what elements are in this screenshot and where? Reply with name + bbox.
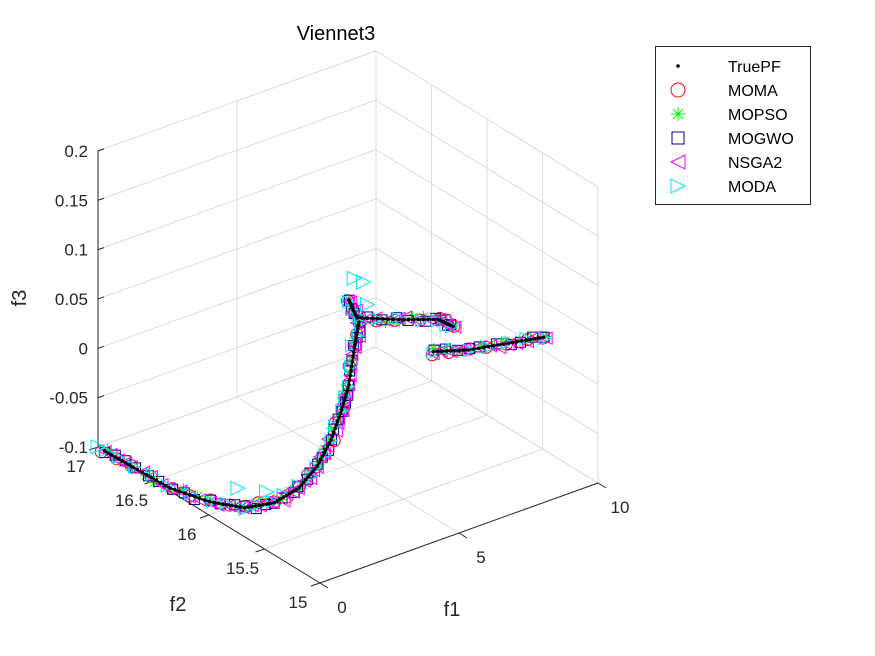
data-point-nsga2 [173,484,188,498]
z-tick-label: 0.1 [64,241,88,260]
z-tick-label: 0 [79,339,88,358]
data-point-moda [259,484,275,500]
data-point-moda [346,270,363,287]
data-point-moda [127,460,142,474]
grid-line-z [375,50,599,188]
legend-label: MODA [728,179,776,196]
data-marks [90,270,553,517]
legend: TruePF MOMA MOPSO MOGWO NSGA2 MODA [655,46,811,205]
data-point-mogwo [143,470,155,482]
data-point-nsga2 [447,320,462,334]
grid-lines [97,50,599,584]
data-point-moda [345,338,359,353]
data-point-moda [90,439,107,455]
legend-label: MOMA [728,83,778,100]
series-mopso [101,293,552,514]
legend-item-moma: MOMA [670,82,778,100]
data-point-moda [356,274,372,290]
grid-line-y [153,380,432,482]
data-point-nsga2 [144,469,158,484]
dot-marker-icon [676,64,680,68]
z-tick-label: 0.15 [55,191,88,210]
z-tick-label: 0.05 [55,290,88,309]
series-mogwo [99,294,550,515]
tick-labels: -0.1 -0.05 0 0.05 0.1 0.15 0.2 15 15.5 16 16.5 17 0 5… [49,142,629,617]
data-point-moda [415,313,429,328]
data-point-moda [265,494,280,509]
grid-line-z [97,50,377,152]
triangle-left-marker-icon [669,154,686,170]
z-tick-mark [97,197,105,201]
data-point-moda [205,495,220,509]
data-point-moda [98,444,113,458]
data-point-moda [160,479,175,493]
z-tick-label: -0.1 [59,438,88,457]
z-tick-label: 0.2 [64,142,88,161]
legend-label: NSGA2 [728,155,782,172]
grid-line-y [208,414,488,516]
series-truepf [102,298,546,510]
data-point-moda [352,309,367,324]
y-tick-mark [199,514,210,519]
grid-line-y [264,448,543,550]
data-point-nsga2 [136,465,151,479]
legend-item-moda: MODA [670,178,776,196]
legend-item-mopso: MOPSO [671,107,788,124]
z-tick-mark [97,345,105,349]
triangle-right-marker-icon [670,178,687,194]
legend-label: MOGWO [728,131,794,148]
y-axis-label: f2 [170,594,187,616]
y-tick-label: 15.5 [226,559,259,578]
data-point-moda [426,346,441,360]
data-point-moda [430,314,445,328]
z-tick-mark [97,296,105,300]
circle-marker-icon [670,82,686,98]
y-tick-label: 17 [67,457,86,476]
data-point-moda [309,460,324,475]
x-tick-label: 0 [337,598,346,617]
legend-item-truepf: TruePF [676,59,781,76]
legend-label: MOPSO [728,107,788,124]
x-tick-mark [458,532,468,539]
data-point-nsga2 [291,481,305,496]
data-point-nsga2 [124,460,138,474]
asterisk-marker-icon [671,107,685,121]
legend-box [655,46,811,205]
x-tick-mark [319,582,329,589]
legend-item-mogwo: MOGWO [671,131,794,148]
truepf-line [433,336,544,353]
y-tick-label: 15 [289,593,308,612]
data-point-nsga2 [520,334,534,349]
truepf-line [347,299,454,328]
x-tick-label: 5 [476,548,485,567]
z-tick-mark [97,247,105,251]
y-tick-label: 16.5 [115,491,148,510]
x-tick-label: 10 [611,498,630,517]
data-point-nsga2 [154,477,169,492]
z-axis-label: f3 [9,290,31,307]
truepf-line [104,321,360,509]
x-tick-mark [597,482,607,489]
z-tick-label: -0.05 [49,389,88,408]
y-tick-mark [255,548,265,553]
data-point-moda [359,296,376,313]
y-tick-label: 16 [178,525,197,544]
square-marker-icon [671,131,685,145]
grid-line-y [97,346,377,448]
y-tick-mark [310,582,321,587]
axes [88,148,607,589]
data-point-moda [500,335,515,350]
chart-title: Viennet3 [297,23,376,45]
legend-label: TruePF [728,59,781,76]
series-nsga2 [97,294,553,515]
data-point-moda [230,480,247,497]
legend-item-nsga2: NSGA2 [669,154,782,172]
z-tick-mark [97,395,105,399]
x-axis-label: f1 [444,599,461,621]
z-tick-mark [97,148,105,152]
